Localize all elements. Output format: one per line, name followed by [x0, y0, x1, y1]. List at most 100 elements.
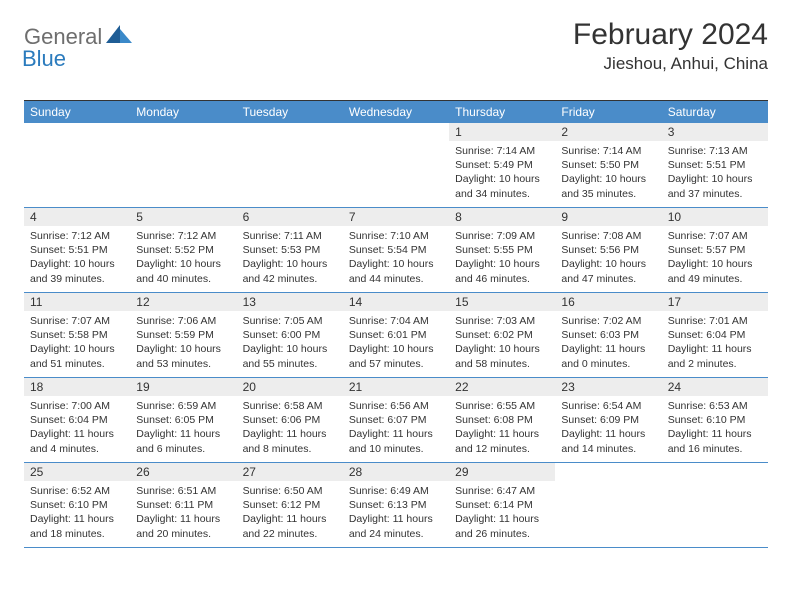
daylight-line-b: and 58 minutes. [455, 357, 549, 371]
day-number: 4 [24, 208, 130, 226]
daylight-line-a: Daylight: 10 hours [136, 257, 230, 271]
day-body: Sunrise: 6:53 AMSunset: 6:10 PMDaylight:… [662, 396, 768, 461]
day-body: Sunrise: 6:52 AMSunset: 6:10 PMDaylight:… [24, 481, 130, 546]
daylight-line-b: and 2 minutes. [668, 357, 762, 371]
sunset-line: Sunset: 6:01 PM [349, 328, 443, 342]
day-number: 10 [662, 208, 768, 226]
daylight-line-b: and 47 minutes. [561, 272, 655, 286]
daylight-line-b: and 26 minutes. [455, 527, 549, 541]
calendar-grid: Sunday Monday Tuesday Wednesday Thursday… [24, 100, 768, 548]
daylight-line-a: Daylight: 10 hours [349, 257, 443, 271]
weekday-mon: Monday [130, 101, 236, 123]
daylight-line-b: and 16 minutes. [668, 442, 762, 456]
day-cell: 17Sunrise: 7:01 AMSunset: 6:04 PMDayligh… [662, 293, 768, 377]
sunset-line: Sunset: 5:54 PM [349, 243, 443, 257]
sunrise-line: Sunrise: 7:14 AM [455, 144, 549, 158]
daylight-line-b: and 53 minutes. [136, 357, 230, 371]
day-body: Sunrise: 7:00 AMSunset: 6:04 PMDaylight:… [24, 396, 130, 461]
daylight-line-a: Daylight: 10 hours [455, 342, 549, 356]
day-cell: 3Sunrise: 7:13 AMSunset: 5:51 PMDaylight… [662, 123, 768, 207]
day-body: Sunrise: 7:01 AMSunset: 6:04 PMDaylight:… [662, 311, 768, 376]
sunrise-line: Sunrise: 7:07 AM [668, 229, 762, 243]
daylight-line-a: Daylight: 11 hours [349, 512, 443, 526]
day-number: 1 [449, 123, 555, 141]
day-body: Sunrise: 7:13 AMSunset: 5:51 PMDaylight:… [662, 141, 768, 206]
daylight-line-a: Daylight: 10 hours [455, 257, 549, 271]
day-body: Sunrise: 7:07 AMSunset: 5:57 PMDaylight:… [662, 226, 768, 291]
day-cell [662, 463, 768, 547]
day-number [24, 123, 130, 141]
day-cell: 22Sunrise: 6:55 AMSunset: 6:08 PMDayligh… [449, 378, 555, 462]
sunrise-line: Sunrise: 6:55 AM [455, 399, 549, 413]
sunset-line: Sunset: 6:13 PM [349, 498, 443, 512]
sunrise-line: Sunrise: 6:49 AM [349, 484, 443, 498]
day-cell: 10Sunrise: 7:07 AMSunset: 5:57 PMDayligh… [662, 208, 768, 292]
sunrise-line: Sunrise: 7:03 AM [455, 314, 549, 328]
daylight-line-b: and 49 minutes. [668, 272, 762, 286]
day-cell: 6Sunrise: 7:11 AMSunset: 5:53 PMDaylight… [237, 208, 343, 292]
daylight-line-b: and 0 minutes. [561, 357, 655, 371]
day-cell [555, 463, 661, 547]
day-cell: 29Sunrise: 6:47 AMSunset: 6:14 PMDayligh… [449, 463, 555, 547]
day-number: 22 [449, 378, 555, 396]
daylight-line-a: Daylight: 10 hours [349, 342, 443, 356]
sunrise-line: Sunrise: 7:09 AM [455, 229, 549, 243]
day-number: 5 [130, 208, 236, 226]
day-body: Sunrise: 6:51 AMSunset: 6:11 PMDaylight:… [130, 481, 236, 546]
day-body: Sunrise: 6:49 AMSunset: 6:13 PMDaylight:… [343, 481, 449, 546]
daylight-line-a: Daylight: 11 hours [668, 427, 762, 441]
day-body: Sunrise: 7:12 AMSunset: 5:52 PMDaylight:… [130, 226, 236, 291]
daylight-line-a: Daylight: 10 hours [668, 257, 762, 271]
daylight-line-b: and 6 minutes. [136, 442, 230, 456]
sunrise-line: Sunrise: 7:12 AM [30, 229, 124, 243]
day-number: 24 [662, 378, 768, 396]
daylight-line-a: Daylight: 11 hours [561, 342, 655, 356]
sunrise-line: Sunrise: 6:58 AM [243, 399, 337, 413]
daylight-line-a: Daylight: 11 hours [455, 427, 549, 441]
daylight-line-b: and 14 minutes. [561, 442, 655, 456]
sunrise-line: Sunrise: 7:05 AM [243, 314, 337, 328]
day-cell: 23Sunrise: 6:54 AMSunset: 6:09 PMDayligh… [555, 378, 661, 462]
sunrise-line: Sunrise: 7:00 AM [30, 399, 124, 413]
day-body: Sunrise: 7:14 AMSunset: 5:49 PMDaylight:… [449, 141, 555, 206]
day-cell: 21Sunrise: 6:56 AMSunset: 6:07 PMDayligh… [343, 378, 449, 462]
sunset-line: Sunset: 6:06 PM [243, 413, 337, 427]
day-body: Sunrise: 6:58 AMSunset: 6:06 PMDaylight:… [237, 396, 343, 461]
daylight-line-b: and 55 minutes. [243, 357, 337, 371]
title-block: February 2024 Jieshou, Anhui, China [573, 18, 768, 74]
weekday-header: Sunday Monday Tuesday Wednesday Thursday… [24, 101, 768, 123]
sunset-line: Sunset: 5:57 PM [668, 243, 762, 257]
sunset-line: Sunset: 6:10 PM [30, 498, 124, 512]
sunset-line: Sunset: 6:14 PM [455, 498, 549, 512]
sunset-line: Sunset: 6:10 PM [668, 413, 762, 427]
day-body: Sunrise: 6:47 AMSunset: 6:14 PMDaylight:… [449, 481, 555, 546]
brand-name-blue-wrap: Blue [24, 46, 66, 72]
brand-name-blue: Blue [22, 46, 66, 71]
sunrise-line: Sunrise: 7:07 AM [30, 314, 124, 328]
day-cell: 12Sunrise: 7:06 AMSunset: 5:59 PMDayligh… [130, 293, 236, 377]
weekday-fri: Friday [555, 101, 661, 123]
daylight-line-a: Daylight: 10 hours [30, 257, 124, 271]
week-row: 11Sunrise: 7:07 AMSunset: 5:58 PMDayligh… [24, 293, 768, 378]
day-number [343, 123, 449, 141]
sunrise-line: Sunrise: 7:11 AM [243, 229, 337, 243]
daylight-line-a: Daylight: 10 hours [243, 257, 337, 271]
calendar-page: General February 2024 Jieshou, Anhui, Ch… [0, 0, 792, 566]
day-number: 3 [662, 123, 768, 141]
day-body: Sunrise: 7:03 AMSunset: 6:02 PMDaylight:… [449, 311, 555, 376]
day-number: 21 [343, 378, 449, 396]
daylight-line-a: Daylight: 11 hours [30, 427, 124, 441]
sunset-line: Sunset: 6:12 PM [243, 498, 337, 512]
day-cell: 16Sunrise: 7:02 AMSunset: 6:03 PMDayligh… [555, 293, 661, 377]
day-number: 2 [555, 123, 661, 141]
sunset-line: Sunset: 6:04 PM [30, 413, 124, 427]
daylight-line-a: Daylight: 10 hours [455, 172, 549, 186]
day-body: Sunrise: 7:09 AMSunset: 5:55 PMDaylight:… [449, 226, 555, 291]
sunset-line: Sunset: 6:04 PM [668, 328, 762, 342]
day-number: 29 [449, 463, 555, 481]
day-cell: 15Sunrise: 7:03 AMSunset: 6:02 PMDayligh… [449, 293, 555, 377]
sunset-line: Sunset: 6:03 PM [561, 328, 655, 342]
day-number [662, 463, 768, 481]
sunrise-line: Sunrise: 6:53 AM [668, 399, 762, 413]
header-row: General February 2024 Jieshou, Anhui, Ch… [24, 18, 768, 74]
